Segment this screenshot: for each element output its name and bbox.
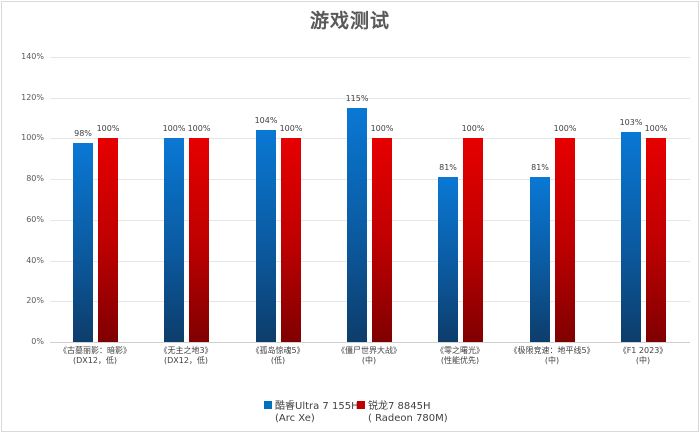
legend-item-intel: 酷睿Ultra 7 155H (Arc Xe) <box>264 401 359 425</box>
bar-intel <box>73 142 93 342</box>
gridline <box>50 179 690 180</box>
bar-amd <box>463 138 483 342</box>
bar-intel <box>256 130 276 342</box>
gridline <box>50 57 690 58</box>
data-label: 100% <box>553 124 577 134</box>
data-label: 115% <box>345 93 369 103</box>
x-label-line2: (DX12，低) <box>163 356 209 365</box>
x-category-label: 《僵尸世界大战》 (中) <box>319 346 419 366</box>
y-tick-label: 40% <box>26 256 44 265</box>
x-category-label: 《古墓丽影：暗影》 (DX12，低) <box>45 346 145 366</box>
x-label-line1: 《极限竞速：地平线5》 <box>509 346 595 355</box>
y-tick-label: 140% <box>21 52 44 61</box>
data-label: 100% <box>162 124 186 134</box>
x-label-line1: 《僵尸世界大战》 <box>337 346 401 355</box>
gridline <box>50 138 690 139</box>
x-label-line2: (中) <box>635 356 651 365</box>
data-label: 103% <box>619 118 643 128</box>
data-label: 100% <box>279 124 303 134</box>
y-tick-label: 100% <box>21 133 44 142</box>
data-label: 81% <box>439 163 457 173</box>
data-label: 98% <box>74 128 92 138</box>
bar-amd <box>646 138 666 342</box>
legend-swatch-red <box>357 401 365 409</box>
bar-intel <box>347 107 367 342</box>
legend-label: 酷睿Ultra 7 155H <box>275 401 359 412</box>
bar-amd <box>555 138 575 342</box>
bar-amd <box>281 138 301 342</box>
data-label: 100% <box>644 124 668 134</box>
gridline <box>50 342 690 343</box>
data-label: 100% <box>370 124 394 134</box>
x-label-line1: 《无主之地3》 <box>159 346 213 355</box>
x-category-label: 《无主之地3》 (DX12，低) <box>136 346 236 366</box>
x-label-line1: 《F1 2023》 <box>618 346 668 355</box>
x-label-line2: (中) <box>544 356 560 365</box>
legend-sublabel: ( Radeon 780M) <box>368 413 448 424</box>
legend-swatch-blue <box>264 401 272 409</box>
data-label: 100% <box>96 124 120 134</box>
x-category-label: 《极限竞速：地平线5》 (中) <box>502 346 602 366</box>
data-label: 100% <box>187 124 211 134</box>
bar-intel <box>164 138 184 342</box>
x-label-line2: (性能优先) <box>440 356 480 365</box>
x-label-line1: 《古墓丽影：暗影》 <box>59 346 131 355</box>
x-category-label: 《零之曙光》 (性能优先) <box>410 346 510 366</box>
bar-amd <box>189 138 209 342</box>
bar-intel <box>530 177 550 342</box>
legend-sublabel: (Arc Xe) <box>275 413 315 424</box>
x-label-line1: 《零之曙光》 <box>436 346 484 355</box>
legend-label: 锐龙7 8845H <box>368 401 431 412</box>
gridline <box>50 261 690 262</box>
gridline <box>50 301 690 302</box>
y-tick-label: 20% <box>26 296 44 305</box>
y-tick-label: 80% <box>26 174 44 183</box>
y-tick-label: 120% <box>21 93 44 102</box>
bar-intel <box>438 177 458 342</box>
x-label-line2: (DX12，低) <box>72 356 118 365</box>
data-label: 81% <box>531 163 549 173</box>
bar-intel <box>621 132 641 342</box>
bar-amd <box>372 138 392 342</box>
gridline <box>50 98 690 99</box>
legend-item-amd: 锐龙7 8845H ( Radeon 780M) <box>357 401 448 425</box>
x-category-label: 《F1 2023》 (中) <box>593 346 693 366</box>
x-category-label: 《孤岛惊魂5》 (低) <box>228 346 328 366</box>
y-tick-label: 0% <box>31 337 44 346</box>
bar-amd <box>98 138 118 342</box>
data-label: 100% <box>461 124 485 134</box>
data-label: 104% <box>254 116 278 126</box>
chart-title: 游戏测试 <box>309 10 390 32</box>
x-label-line1: 《孤岛惊魂5》 <box>251 346 305 355</box>
x-label-line2: (低) <box>270 356 286 365</box>
y-tick-label: 60% <box>26 215 44 224</box>
gridline <box>50 220 690 221</box>
x-label-line2: (中) <box>361 356 377 365</box>
